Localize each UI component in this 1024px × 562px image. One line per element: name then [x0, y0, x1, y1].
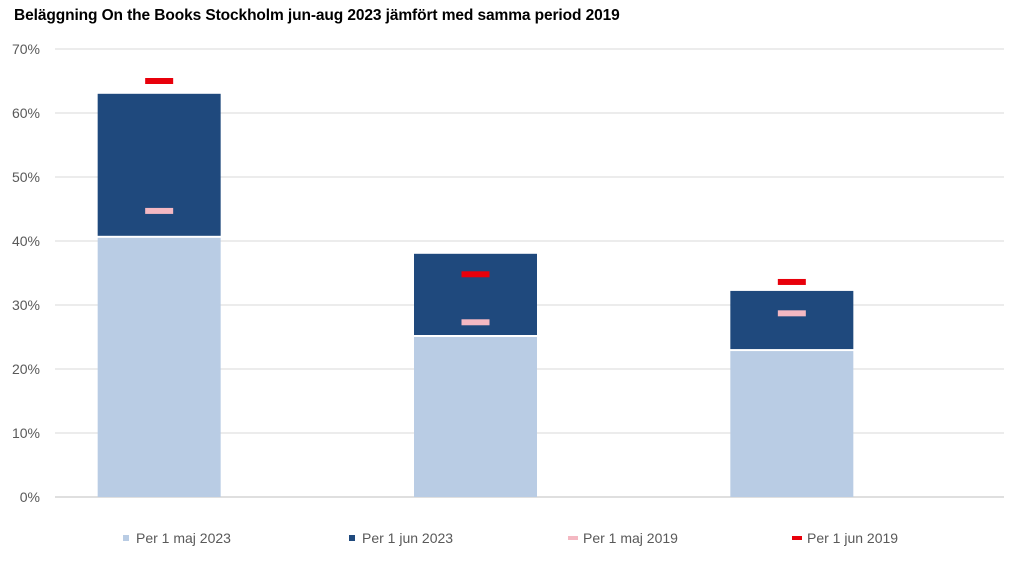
bar-maj-2023: [730, 351, 854, 497]
bar-jun-2023: [97, 93, 221, 236]
y-tick-label: 20%: [12, 361, 40, 377]
marker-jun-2019: [777, 278, 806, 285]
y-tick-label: 70%: [12, 41, 40, 57]
legend-swatch: [792, 536, 802, 540]
y-tick-label: 0%: [20, 489, 40, 505]
marker-jun-2019: [461, 271, 490, 278]
markers: [145, 78, 806, 326]
legend-label: Per 1 maj 2023: [136, 530, 231, 546]
bars: [97, 93, 854, 498]
legend-label: Per 1 jun 2023: [362, 530, 453, 546]
y-tick-label: 50%: [12, 169, 40, 185]
marker-maj-2019: [145, 207, 174, 214]
y-tick-label: 30%: [12, 297, 40, 313]
legend-swatch: [568, 536, 578, 540]
legend-label: Per 1 maj 2019: [583, 530, 678, 546]
bar-maj-2023: [414, 337, 537, 497]
legend-swatch: [123, 535, 129, 541]
y-tick-label: 10%: [12, 425, 40, 441]
y-axis-ticks: 0% 10% 20% 30% 40% 50% 60% 70%: [12, 41, 40, 505]
chart-title: Beläggning On the Books Stockholm jun-au…: [14, 7, 620, 24]
legend: Per 1 maj 2023 Per 1 jun 2023 Per 1 maj 20…: [123, 530, 898, 546]
y-tick-label: 60%: [12, 105, 40, 121]
y-tick-label: 40%: [12, 233, 40, 249]
bar-jun-2023: [730, 290, 854, 350]
marker-jun-2019: [145, 78, 174, 84]
bar-maj-2023: [97, 237, 221, 498]
legend-label: Per 1 jun 2019: [807, 530, 898, 546]
marker-maj-2019: [777, 310, 806, 317]
legend-swatch: [349, 535, 355, 541]
marker-maj-2019: [461, 319, 490, 326]
